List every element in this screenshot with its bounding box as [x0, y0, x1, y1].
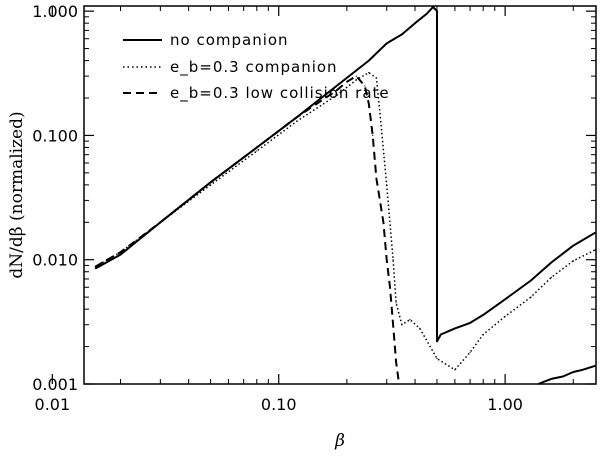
data-point	[550, 276, 552, 278]
data-point	[469, 322, 471, 324]
data-point	[386, 42, 388, 45]
data-point	[419, 327, 421, 329]
data-point	[537, 383, 539, 385]
y-tick-label: 0.100	[32, 126, 78, 145]
plot-frame	[83, 5, 597, 385]
data-point	[550, 378, 552, 380]
data-point	[594, 365, 596, 367]
data-point	[440, 333, 442, 336]
data-point	[335, 85, 338, 87]
data-point	[372, 134, 374, 136]
data-point	[395, 302, 397, 304]
y-tick-label: 0.010	[32, 251, 78, 270]
data-point	[504, 298, 506, 300]
y-tick-label: 1.000	[32, 2, 78, 21]
data-point	[119, 251, 122, 253]
legend-label-no-companion: no companion	[170, 31, 289, 49]
data-point	[379, 112, 381, 115]
data-point	[436, 358, 438, 360]
x-tick-label: 0.10	[261, 395, 297, 414]
series-line-dotted-1	[95, 71, 596, 371]
data-point	[382, 221, 384, 223]
data-point	[296, 116, 298, 118]
data-point	[119, 254, 122, 256]
data-point	[454, 327, 456, 329]
data-point	[368, 103, 370, 105]
data-point	[296, 120, 298, 122]
data-point	[395, 361, 397, 363]
data-point	[94, 266, 96, 268]
data-point	[426, 13, 428, 15]
x-tick-label: 0.01	[35, 395, 71, 414]
series-layer	[94, 6, 596, 385]
data-point	[364, 85, 366, 87]
data-point	[375, 177, 377, 180]
x-axis-label: β	[334, 431, 345, 451]
data-point	[256, 150, 258, 152]
data-point	[335, 89, 338, 92]
data-point	[392, 259, 394, 261]
data-point	[375, 77, 377, 79]
data-point	[409, 319, 411, 321]
series-line-solid-3	[537, 364, 596, 385]
data-point	[386, 259, 388, 261]
data-point	[368, 72, 370, 74]
data-point	[335, 94, 338, 96]
data-point	[346, 81, 348, 83]
data-point	[436, 340, 438, 342]
data-point	[159, 221, 161, 223]
legend: no companion e_b=0.3 companion e_b=0.3 l…	[123, 31, 390, 103]
legend-label-companion: e_b=0.3 companion	[170, 58, 338, 77]
data-point	[389, 286, 391, 288]
data-point	[401, 324, 403, 326]
data-point	[482, 314, 484, 316]
data-point	[386, 184, 388, 186]
data-point	[414, 22, 416, 24]
data-point	[355, 79, 357, 81]
data-point	[256, 146, 258, 149]
data-point	[550, 261, 552, 264]
data-point	[368, 60, 370, 62]
data-point	[436, 172, 438, 174]
data-point	[530, 296, 532, 298]
x-tick-label: 1.00	[487, 395, 523, 414]
data-point	[572, 371, 574, 373]
data-point	[504, 315, 506, 317]
data-point	[572, 245, 574, 247]
data-point	[210, 181, 212, 183]
data-point	[572, 260, 574, 262]
ticks-layer: 0.01 0.10 1.00 0.001 0.010 0.100 1.000	[32, 2, 596, 414]
data-point	[482, 333, 484, 336]
data-point	[355, 75, 357, 77]
data-point	[594, 249, 596, 251]
data-point	[562, 375, 564, 378]
data-point	[392, 324, 394, 326]
data-point	[94, 267, 96, 270]
data-point	[582, 369, 584, 371]
data-point	[210, 184, 212, 186]
y-tick-label: 0.001	[32, 375, 78, 394]
data-point	[432, 6, 434, 8]
y-axis-label: dN/dβ (normalized)	[7, 111, 27, 278]
series-line-dashed-2	[94, 75, 401, 385]
data-point	[469, 351, 471, 353]
data-point	[594, 232, 596, 234]
data-point	[398, 383, 400, 385]
data-point	[530, 279, 532, 282]
legend-label-low-collision: e_b=0.3 low collision rate	[170, 84, 390, 103]
data-point	[401, 33, 403, 36]
data-point	[454, 369, 456, 371]
